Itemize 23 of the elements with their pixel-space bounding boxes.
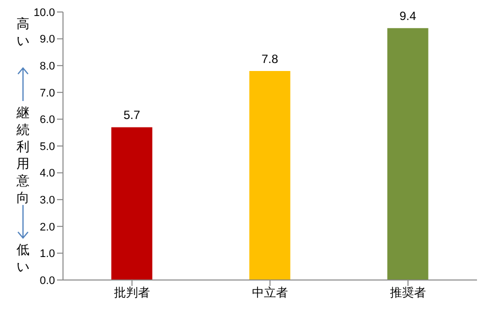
x-tick-label: 批判者 xyxy=(114,286,150,300)
y-tick-label: 9.0 xyxy=(40,34,55,46)
y-tick-label: 3.0 xyxy=(40,194,55,207)
data-label: 5.7 xyxy=(123,108,140,122)
x-tick-label: 中立者 xyxy=(252,286,288,300)
y-tick-label: 4.0 xyxy=(40,168,55,180)
y-axis-title: 継続利用意向 xyxy=(16,105,30,207)
y-tick-label: 0.0 xyxy=(40,274,55,287)
y-tick-label: 8.0 xyxy=(40,60,55,73)
y-tick-label: 1.0 xyxy=(40,248,55,260)
x-tick-label: 推奨者 xyxy=(390,286,426,300)
y-tick-label: 5.0 xyxy=(40,140,55,153)
y-tick-label: 6.0 xyxy=(40,114,55,126)
bar xyxy=(249,70,290,280)
y-tick-label: 2.0 xyxy=(40,221,55,234)
data-label: 7.8 xyxy=(261,52,278,66)
y-tick-label: 7.0 xyxy=(40,87,55,100)
text: 高い xyxy=(16,16,30,50)
bar xyxy=(387,28,428,280)
data-label: 9.4 xyxy=(399,9,416,24)
text: 低い xyxy=(16,242,30,276)
y-tick-label: 10.0 xyxy=(34,6,55,19)
bar xyxy=(111,127,152,280)
